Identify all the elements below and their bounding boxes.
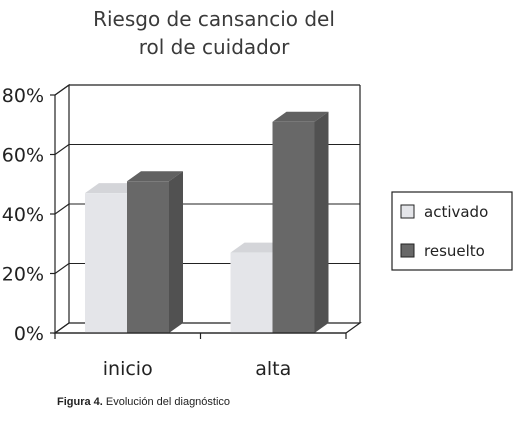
chart-title: Riesgo de cansancio del rol de cuidador — [93, 7, 335, 59]
y-tick-label: 20% — [2, 264, 44, 286]
bar-side — [314, 111, 329, 334]
legend-label: resuelto — [424, 242, 485, 260]
legend-swatch — [400, 204, 415, 219]
bar-chart: Riesgo de cansancio del rol de cuidador 0… — [2, 7, 513, 380]
bars — [85, 111, 329, 334]
x-tick-label: alta — [255, 358, 291, 380]
bar-top — [272, 111, 329, 122]
legend-label: activado — [424, 203, 488, 221]
figure-caption: Figura 4. Evolución del diagnóstico — [57, 396, 230, 408]
chart-title-line: Riesgo de cansancio del — [93, 7, 335, 31]
bar-front — [230, 252, 273, 333]
x-tick-label: inicio — [103, 358, 153, 380]
bar-front — [272, 121, 315, 334]
legend-swatch — [400, 243, 415, 258]
gridline-side — [54, 84, 70, 96]
chart-title-line: rol de cuidador — [139, 35, 290, 59]
bar-top — [127, 171, 183, 182]
y-tick-label: 80% — [2, 85, 44, 107]
y-tick-label: 60% — [2, 145, 44, 167]
bar-side — [169, 171, 183, 333]
bar-resuelto-inicio — [127, 171, 183, 333]
bar-resuelto-alta — [272, 111, 329, 334]
caption-text: Evolución del diagnóstico — [102, 396, 231, 408]
x-axis: inicio alta — [54, 332, 347, 380]
legend: activado resuelto — [391, 191, 513, 271]
y-axis: 0% 20% 40% 60% 80% — [2, 85, 55, 345]
gridline-side — [54, 263, 70, 274]
gridline-side — [54, 144, 70, 155]
y-tick-label: 0% — [14, 323, 44, 345]
y-tick-label: 40% — [2, 204, 44, 226]
caption-label: Figura 4. — [57, 396, 103, 408]
bar-front — [127, 181, 169, 333]
bar-front — [85, 193, 127, 333]
gridline-side — [54, 203, 70, 215]
